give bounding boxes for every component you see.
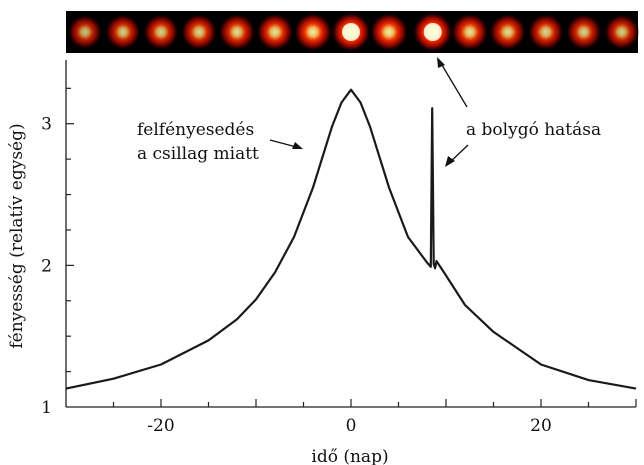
strip-blob-core <box>342 23 360 41</box>
annotation-star-arrowhead <box>292 142 303 149</box>
strip-blobs <box>67 12 640 52</box>
axes: -20 0 20 1 2 3 <box>41 60 637 436</box>
lensing-image-strip <box>66 11 640 53</box>
strip-blob <box>527 13 565 51</box>
annotation-star-brightening: felfényesedés a csillag miatt <box>137 120 303 164</box>
annotation-planet-arrowhead-curve <box>445 156 455 167</box>
strip-blob <box>67 14 103 50</box>
annotation-star-line-2: a csillag miatt <box>137 144 259 164</box>
strip-blob <box>565 14 602 50</box>
annotation-planet-arrowhead-strip <box>437 57 445 68</box>
y-tick-label: 2 <box>41 256 52 276</box>
strip-blob <box>604 14 640 50</box>
annotation-planet-text: a bolygó hatása <box>466 120 601 140</box>
x-tick-label: 20 <box>530 416 552 436</box>
strip-blob <box>180 13 218 51</box>
strip-blob <box>369 12 409 52</box>
strip-blob <box>218 13 256 51</box>
x-ticks: -20 0 20 <box>112 399 637 436</box>
y-axis-label: fényesség (relatív egység) <box>7 123 27 348</box>
strip-blob <box>451 13 489 51</box>
x-tick-label: -20 <box>147 416 174 436</box>
annotation-planet-effect: a bolygó hatása <box>437 57 601 167</box>
y-tick-label: 3 <box>41 115 52 135</box>
strip-blob <box>256 13 294 51</box>
strip-blob <box>293 12 333 52</box>
x-tick-label: 0 <box>346 416 357 436</box>
x-axis-label: idő (nap) <box>311 447 388 465</box>
strip-blob <box>105 14 141 50</box>
strip-blob <box>143 14 179 50</box>
y-ticks: 1 2 3 <box>41 87 74 418</box>
light-curve-line <box>65 88 637 390</box>
annotation-planet-arrow-to-strip <box>438 59 468 108</box>
strip-blob <box>489 13 527 51</box>
y-tick-label: 1 <box>41 398 52 418</box>
annotation-star-line-1: felfényesedés <box>137 120 254 140</box>
strip-blob-core <box>423 23 442 41</box>
